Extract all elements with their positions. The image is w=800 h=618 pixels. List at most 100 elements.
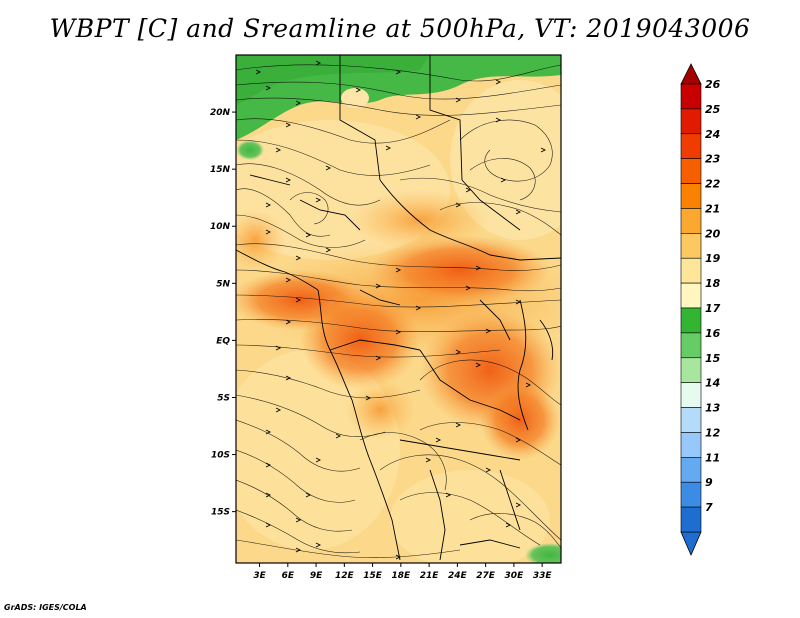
arrowhead-icon xyxy=(365,395,372,401)
colorbar-label: 20 xyxy=(705,227,721,240)
lat-label: EQ xyxy=(216,336,230,346)
colorbar-label: 15 xyxy=(705,352,721,365)
longitude-axis: 3E 6E 9E 12E 15E 18E 21E 24E 27E 30E 33E xyxy=(253,563,552,581)
arrowhead-icon xyxy=(395,69,402,75)
arrowhead-icon xyxy=(265,229,272,235)
colorbar-swatch xyxy=(680,382,702,408)
colorbar-label: 16 xyxy=(705,327,721,340)
colorbar-label: 11 xyxy=(705,451,720,464)
lat-label: 5S xyxy=(217,393,230,403)
colorbar-label: 26 xyxy=(705,78,721,91)
colorbar-bottom-arrow xyxy=(680,531,702,557)
arrowhead-icon xyxy=(485,328,492,334)
colorbar-label: 21 xyxy=(705,202,720,215)
arrowhead-icon xyxy=(315,457,322,463)
country-boundaries xyxy=(236,55,561,561)
colorbar-swatch xyxy=(680,332,702,359)
arrowhead-icon xyxy=(295,517,302,523)
lat-label: 15S xyxy=(211,508,230,518)
colorbar-label: 13 xyxy=(705,402,721,415)
colorbar-swatch xyxy=(680,457,702,483)
arrowhead-icon xyxy=(455,349,462,355)
colorbar-label: 9 xyxy=(705,476,713,489)
colorbar-swatch xyxy=(680,133,702,159)
colorbar-swatch xyxy=(680,208,702,234)
colorbar-swatch xyxy=(680,257,702,284)
colorbar-swatch xyxy=(680,432,702,458)
lat-label: 20N xyxy=(210,108,231,118)
lon-label: 27E xyxy=(476,571,496,581)
colorbar-top-arrow xyxy=(680,63,702,85)
lon-label: 21E xyxy=(420,571,440,581)
arrowhead-icon xyxy=(465,187,472,193)
colorbar-swatch xyxy=(680,506,702,533)
colorbar-label: 23 xyxy=(705,153,721,166)
map-frame xyxy=(235,54,562,564)
arrowhead-icon xyxy=(265,522,272,528)
arrowhead-icon xyxy=(295,547,302,553)
arrowhead-icon xyxy=(515,502,522,508)
arrowhead-icon xyxy=(445,492,452,498)
arrowhead-icon xyxy=(305,232,312,238)
arrowhead-icon xyxy=(415,114,422,120)
chart-title: WBPT [C] and Sreamline at 500hPa, VT: 20… xyxy=(49,14,751,43)
arrowhead-icon xyxy=(515,437,522,443)
colorbar-label: 7 xyxy=(705,501,713,514)
streamlines xyxy=(236,64,561,558)
colorbar-label: 17 xyxy=(705,302,721,315)
arrowhead-icon xyxy=(355,87,362,93)
lon-label: 24E xyxy=(448,571,468,581)
colorbar-swatch xyxy=(680,407,702,433)
arrowhead-icon xyxy=(295,297,302,303)
arrowhead-icon xyxy=(285,319,292,325)
arrowhead-icon xyxy=(395,554,402,560)
wbpt-field xyxy=(236,55,561,563)
arrowhead-icon xyxy=(285,177,292,183)
arrowhead-icon xyxy=(495,117,502,123)
arrowhead-icon xyxy=(325,247,332,253)
arrowhead-icon xyxy=(285,277,292,283)
colorbar-label: 14 xyxy=(705,377,720,390)
arrowhead-icon xyxy=(375,355,382,361)
arrowhead-icon xyxy=(525,382,532,388)
arrowhead-icon xyxy=(485,467,492,473)
colorbar-label: 12 xyxy=(705,426,721,439)
arrowhead-icon xyxy=(325,165,332,171)
arrowhead-icon xyxy=(495,79,502,85)
arrowhead-icon xyxy=(415,305,422,311)
arrowhead-icon xyxy=(265,202,272,208)
arrowhead-icon xyxy=(275,407,282,413)
arrowhead-icon xyxy=(475,362,482,368)
arrowhead-icon xyxy=(255,69,262,75)
arrowhead-icon xyxy=(335,433,342,439)
arrowhead-icon xyxy=(265,85,272,91)
arrowhead-icon xyxy=(315,60,322,66)
lat-label: 10N xyxy=(210,222,231,232)
arrowhead-icon xyxy=(275,147,282,153)
arrowhead-icon xyxy=(375,283,382,289)
arrowhead-icon xyxy=(515,209,522,215)
lon-label: 15E xyxy=(363,571,383,581)
colorbar-label: 24 xyxy=(705,128,720,141)
arrowhead-icon xyxy=(315,542,322,548)
arrowhead-icon xyxy=(295,255,302,261)
arrowhead-icon xyxy=(305,492,312,498)
lon-label: 30E xyxy=(505,571,525,581)
colorbar-swatch xyxy=(680,83,702,110)
arrowhead-icon xyxy=(455,202,462,208)
arrowhead-icon xyxy=(285,375,292,381)
colorbar-swatch xyxy=(680,307,702,334)
arrowhead-icon xyxy=(395,267,402,273)
lat-label: 5N xyxy=(216,279,230,289)
lat-label: 10S xyxy=(211,451,230,461)
arrowhead-icon xyxy=(505,522,512,528)
arrowhead-icon xyxy=(455,97,462,103)
lon-label: 6E xyxy=(282,571,295,581)
arrowhead-icon xyxy=(515,299,522,305)
colorbar-label: 22 xyxy=(705,178,721,191)
lon-label: 12E xyxy=(335,571,355,581)
colorbar-swatch xyxy=(680,481,702,508)
arrowhead-icon xyxy=(275,345,282,351)
lon-label: 33E xyxy=(533,571,553,581)
arrowhead-icon xyxy=(265,429,272,435)
